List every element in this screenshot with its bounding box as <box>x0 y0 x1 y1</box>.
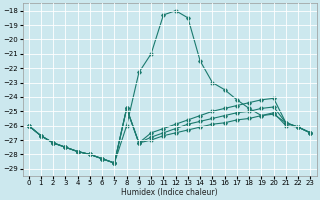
X-axis label: Humidex (Indice chaleur): Humidex (Indice chaleur) <box>121 188 218 197</box>
